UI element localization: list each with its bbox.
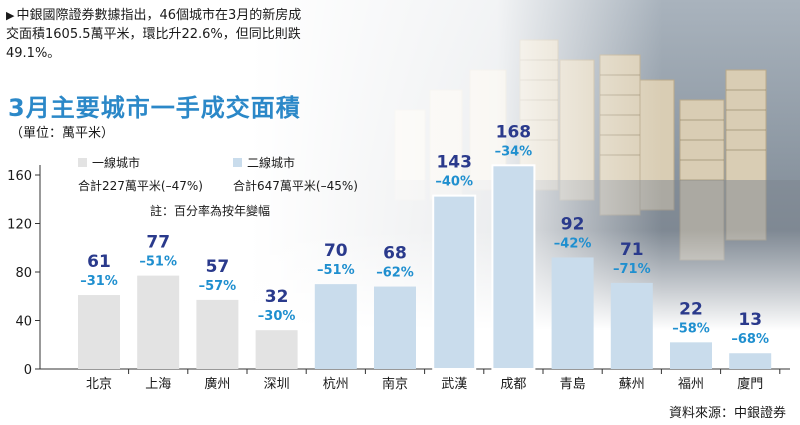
bar-change-label: –71% — [613, 262, 651, 277]
bar-change-label: –51% — [317, 263, 355, 278]
y-tick-label: 0 — [24, 363, 32, 378]
x-category-label: 上海 — [145, 377, 171, 392]
legend-total-tier1: 合計227萬平米(–47%) — [78, 179, 203, 193]
y-tick-label: 40 — [15, 315, 32, 330]
bar — [255, 330, 298, 369]
x-category-label: 北京 — [86, 377, 112, 392]
bar — [729, 353, 772, 369]
x-category-label: 廈門 — [737, 376, 763, 392]
bar-value-label: 92 — [561, 214, 585, 234]
bar-change-label: –40% — [435, 175, 473, 190]
legend-swatch-tier1 — [78, 158, 87, 167]
caption-text: 中銀國際證券數據指出，46個城市在3月的新房成交面積1605.5萬平米，環比升2… — [6, 8, 302, 61]
bar — [551, 257, 594, 369]
bar-value-label: 57 — [206, 257, 230, 277]
bar — [196, 299, 239, 369]
bar-value-label: 71 — [620, 240, 644, 260]
unit-label: （單位：萬平米） — [10, 126, 115, 141]
bar-change-label: –62% — [376, 266, 414, 281]
bar-value-label: 143 — [436, 153, 472, 173]
legend-total-tier2: 合計647萬平米(–45%) — [233, 179, 358, 193]
triangle-bullet-icon: ▶ — [6, 9, 15, 22]
bar-value-label: 32 — [265, 287, 289, 307]
bar-change-label: –42% — [554, 236, 592, 251]
bar-change-label: –34% — [495, 144, 533, 159]
bar — [670, 342, 712, 369]
x-category-label: 杭州 — [323, 377, 349, 392]
x-category-label: 蘇州 — [619, 377, 645, 392]
bar — [374, 286, 416, 369]
legend-label-tier2: 二線城市 — [247, 156, 296, 170]
bar-change-label: –68% — [731, 332, 769, 347]
x-category-label: 南京 — [382, 376, 408, 392]
bar-value-label: 13 — [738, 310, 762, 330]
bar-change-label: –58% — [672, 321, 710, 336]
source-credit: 資料來源：中銀證券 — [668, 406, 786, 421]
bar-value-label: 68 — [383, 244, 407, 264]
bar-change-label: –57% — [199, 279, 237, 294]
bar-change-label: –30% — [258, 309, 296, 324]
bar — [78, 295, 120, 369]
x-category-label: 成都 — [500, 377, 526, 392]
bar — [432, 194, 477, 370]
caption: ▶ 中銀國際證券數據指出，46個城市在3月的新房成交面積1605.5萬平米，環比升… — [6, 6, 306, 63]
bar — [491, 164, 536, 370]
y-tick-label: 120 — [7, 218, 32, 233]
bar-change-label: –31% — [80, 274, 118, 289]
y-tick-label: 80 — [15, 266, 32, 281]
bar — [137, 275, 180, 369]
footnote: 註：百分率為按年變幅 — [150, 204, 271, 218]
y-tick-label: 160 — [7, 169, 32, 184]
bar-value-label: 77 — [146, 233, 170, 253]
bar-value-label: 61 — [87, 252, 111, 272]
chart-title: 3月主要城市一手成交面積 — [8, 94, 301, 122]
legend-label-tier1: 一線城市 — [92, 156, 141, 170]
bar-value-label: 70 — [324, 241, 348, 261]
bar-change-label: –51% — [139, 255, 177, 270]
x-category-label: 廣州 — [204, 377, 230, 392]
legend-swatch-tier2 — [233, 158, 242, 167]
bar — [314, 284, 357, 369]
x-category-label: 福州 — [678, 377, 704, 392]
x-category-label: 青島 — [560, 377, 586, 392]
bar — [610, 282, 653, 369]
x-category-label: 深圳 — [264, 377, 290, 392]
bar-value-label: 22 — [679, 299, 703, 319]
x-category-label: 武漢 — [441, 377, 467, 392]
bar-value-label: 168 — [496, 122, 532, 142]
